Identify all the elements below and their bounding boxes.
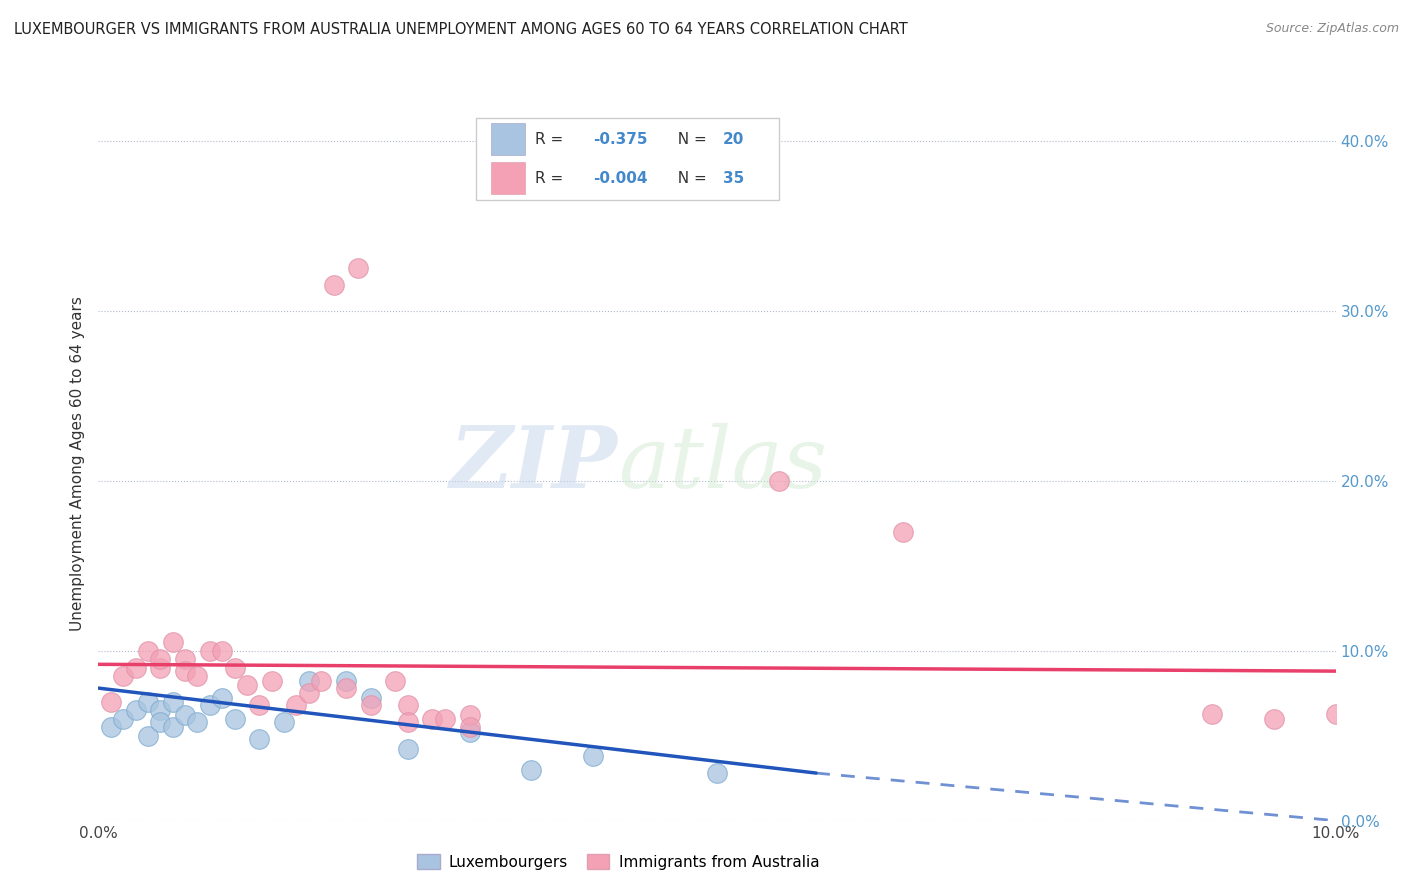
Point: [136, 644, 159, 658]
Point: [706, 766, 728, 780]
Point: [174, 652, 197, 666]
Point: [891, 524, 914, 539]
Point: [768, 474, 790, 488]
Text: R =: R =: [536, 171, 568, 186]
Point: [174, 708, 197, 723]
Point: [335, 681, 357, 695]
Point: [236, 678, 259, 692]
Point: [458, 708, 481, 723]
Point: [224, 661, 246, 675]
Point: [422, 712, 444, 726]
Point: [260, 674, 283, 689]
Text: -0.004: -0.004: [593, 171, 648, 186]
Point: [198, 698, 221, 712]
Point: [149, 703, 172, 717]
Point: [347, 261, 370, 276]
Point: [1263, 712, 1285, 726]
Point: [309, 674, 332, 689]
FancyBboxPatch shape: [475, 118, 779, 200]
Point: [360, 691, 382, 706]
Point: [112, 712, 135, 726]
Point: [458, 720, 481, 734]
Text: 20: 20: [723, 132, 745, 146]
Point: [322, 278, 344, 293]
Text: atlas: atlas: [619, 423, 827, 505]
Text: LUXEMBOURGER VS IMMIGRANTS FROM AUSTRALIA UNEMPLOYMENT AMONG AGES 60 TO 64 YEARS: LUXEMBOURGER VS IMMIGRANTS FROM AUSTRALI…: [14, 22, 908, 37]
Point: [136, 695, 159, 709]
Point: [100, 695, 122, 709]
Point: [174, 664, 197, 678]
Point: [1201, 706, 1223, 721]
Point: [211, 691, 233, 706]
Point: [285, 698, 308, 712]
Point: [124, 661, 146, 675]
Point: [298, 674, 321, 689]
Point: [360, 698, 382, 712]
Text: -0.375: -0.375: [593, 132, 648, 146]
Point: [273, 715, 295, 730]
Y-axis label: Unemployment Among Ages 60 to 64 years: Unemployment Among Ages 60 to 64 years: [70, 296, 86, 632]
Point: [247, 732, 270, 747]
Point: [298, 686, 321, 700]
Text: Source: ZipAtlas.com: Source: ZipAtlas.com: [1265, 22, 1399, 36]
Point: [520, 763, 543, 777]
Point: [100, 720, 122, 734]
Point: [149, 652, 172, 666]
Text: 35: 35: [723, 171, 745, 186]
Legend: Luxembourgers, Immigrants from Australia: Luxembourgers, Immigrants from Australia: [409, 847, 827, 877]
Point: [582, 749, 605, 764]
Point: [1324, 706, 1347, 721]
Point: [149, 661, 172, 675]
FancyBboxPatch shape: [491, 162, 526, 194]
Point: [211, 644, 233, 658]
Point: [149, 715, 172, 730]
Point: [396, 698, 419, 712]
Point: [112, 669, 135, 683]
Point: [247, 698, 270, 712]
Point: [162, 695, 184, 709]
FancyBboxPatch shape: [491, 123, 526, 155]
Point: [186, 669, 208, 683]
Text: N =: N =: [668, 171, 711, 186]
Point: [335, 674, 357, 689]
Point: [396, 742, 419, 756]
Point: [224, 712, 246, 726]
Point: [162, 635, 184, 649]
Text: N =: N =: [668, 132, 711, 146]
Point: [162, 720, 184, 734]
Point: [124, 703, 146, 717]
Point: [198, 644, 221, 658]
Text: ZIP: ZIP: [450, 422, 619, 506]
Point: [396, 715, 419, 730]
Point: [136, 729, 159, 743]
Point: [384, 674, 406, 689]
Text: R =: R =: [536, 132, 568, 146]
Point: [458, 725, 481, 739]
Point: [186, 715, 208, 730]
Point: [433, 712, 456, 726]
